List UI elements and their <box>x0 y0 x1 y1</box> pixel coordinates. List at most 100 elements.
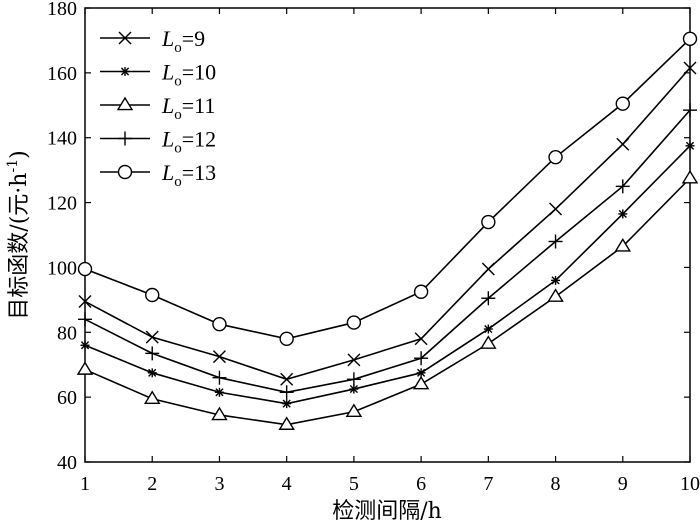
x-tick-label: 4 <box>282 473 292 495</box>
data-point-plus <box>212 370 227 385</box>
series-circle <box>77 31 698 346</box>
legend-label-value: =12 <box>182 127 216 152</box>
data-point-circle <box>212 316 227 332</box>
legend-marker-asterisk <box>120 67 130 76</box>
x-tick-label: 8 <box>551 473 561 495</box>
series-line <box>84 38 691 340</box>
y-axis-label-main: 目标函数/(元·h <box>7 173 32 320</box>
data-point-triangle <box>547 288 564 302</box>
series-triangle <box>76 169 699 430</box>
x-tick-label: 3 <box>214 473 224 495</box>
legend-label: Lo=13 <box>161 160 216 190</box>
legend-label: Lo=12 <box>161 127 216 157</box>
x-tick-label: 6 <box>416 473 426 495</box>
plot-frame <box>84 7 691 463</box>
data-point-circle <box>682 31 698 47</box>
data-point-triangle <box>278 416 295 430</box>
data-point-x <box>549 202 563 216</box>
y-tick-label: 140 <box>47 128 77 150</box>
data-point-x <box>414 332 428 346</box>
data-point-x <box>683 61 697 75</box>
data-point-asterisk <box>80 340 90 350</box>
legend-item: Lo=9 <box>100 26 205 56</box>
series-layer <box>76 31 699 430</box>
data-point-circle <box>279 331 294 346</box>
legend-label-value: =9 <box>182 26 205 51</box>
data-point-plus <box>78 312 92 327</box>
legend-marker-triangle <box>116 96 134 111</box>
legend-label-subscript: o <box>174 74 182 90</box>
x-tick-label: 7 <box>483 473 493 495</box>
series-asterisk <box>80 141 695 409</box>
y-axis-label-exponent: -1 <box>5 159 21 173</box>
data-point-x <box>212 350 226 364</box>
data-point-plus <box>279 385 294 400</box>
data-point-x <box>280 372 294 386</box>
series-x <box>78 61 697 386</box>
data-point-triangle <box>614 237 632 252</box>
data-point-asterisk <box>483 324 493 334</box>
series-line <box>84 67 691 381</box>
x-tick-label: 9 <box>618 473 628 495</box>
data-point-plus <box>414 351 429 366</box>
y-tick-label: 160 <box>47 63 77 85</box>
data-point-x <box>481 262 495 276</box>
data-point-circle <box>481 214 496 230</box>
data-point-circle <box>548 149 563 165</box>
legend-label-symbol: L <box>161 127 174 152</box>
data-point-x <box>347 353 361 367</box>
legend-label-value: =10 <box>182 60 216 85</box>
y-tick-label: 120 <box>47 193 77 215</box>
y-tick-label: 60 <box>57 387 77 409</box>
data-point-plus <box>683 103 697 118</box>
data-point-triangle <box>76 361 94 375</box>
data-point-x <box>78 294 92 308</box>
data-point-triangle <box>412 375 430 390</box>
legend-item: Lo=12 <box>100 127 216 157</box>
y-tick-label: 180 <box>47 0 77 20</box>
x-tick-label: 2 <box>147 473 157 495</box>
data-point-asterisk <box>214 387 224 397</box>
data-point-asterisk <box>282 399 292 409</box>
legend-marker-circle <box>117 164 133 180</box>
data-point-triangle <box>480 335 497 349</box>
data-point-plus <box>346 372 361 387</box>
data-point-circle <box>413 284 429 299</box>
data-point-circle <box>77 261 93 277</box>
legend-label: Lo=11 <box>161 93 215 123</box>
x-tick-label: 1 <box>80 473 90 495</box>
legend-label: Lo=10 <box>161 60 216 90</box>
data-point-triangle <box>681 169 699 184</box>
legend-item: Lo=13 <box>100 160 216 190</box>
legend-label: Lo=9 <box>161 26 205 56</box>
legend-label-subscript: o <box>174 107 182 123</box>
legend-marker-x <box>118 31 132 45</box>
legend-label-subscript: o <box>174 174 182 190</box>
series-line <box>84 109 691 394</box>
series-line <box>84 145 691 405</box>
data-point-x <box>145 330 159 344</box>
legend-label-symbol: L <box>161 93 174 118</box>
data-point-asterisk <box>618 209 628 219</box>
data-point-asterisk <box>551 275 561 285</box>
y-axis-label-close: ) <box>7 150 32 159</box>
data-point-triangle <box>211 406 228 421</box>
legend-label-value: =13 <box>182 160 216 185</box>
data-point-triangle <box>345 403 363 417</box>
series-plus <box>78 103 697 400</box>
data-point-x <box>616 137 630 151</box>
legend-label-symbol: L <box>161 60 174 85</box>
data-point-asterisk <box>147 368 157 378</box>
data-point-triangle <box>143 390 161 405</box>
legend-item: Lo=11 <box>100 93 215 123</box>
legend-label-symbol: L <box>161 160 174 185</box>
y-tick-label: 40 <box>57 452 77 474</box>
data-point-plus <box>548 234 563 249</box>
x-axis-label: 检测间隔/h <box>332 499 442 524</box>
data-point-plus <box>615 179 630 194</box>
legend-item: Lo=10 <box>100 60 216 90</box>
x-tick-label: 5 <box>349 473 359 495</box>
y-tick-label: 80 <box>57 322 77 344</box>
